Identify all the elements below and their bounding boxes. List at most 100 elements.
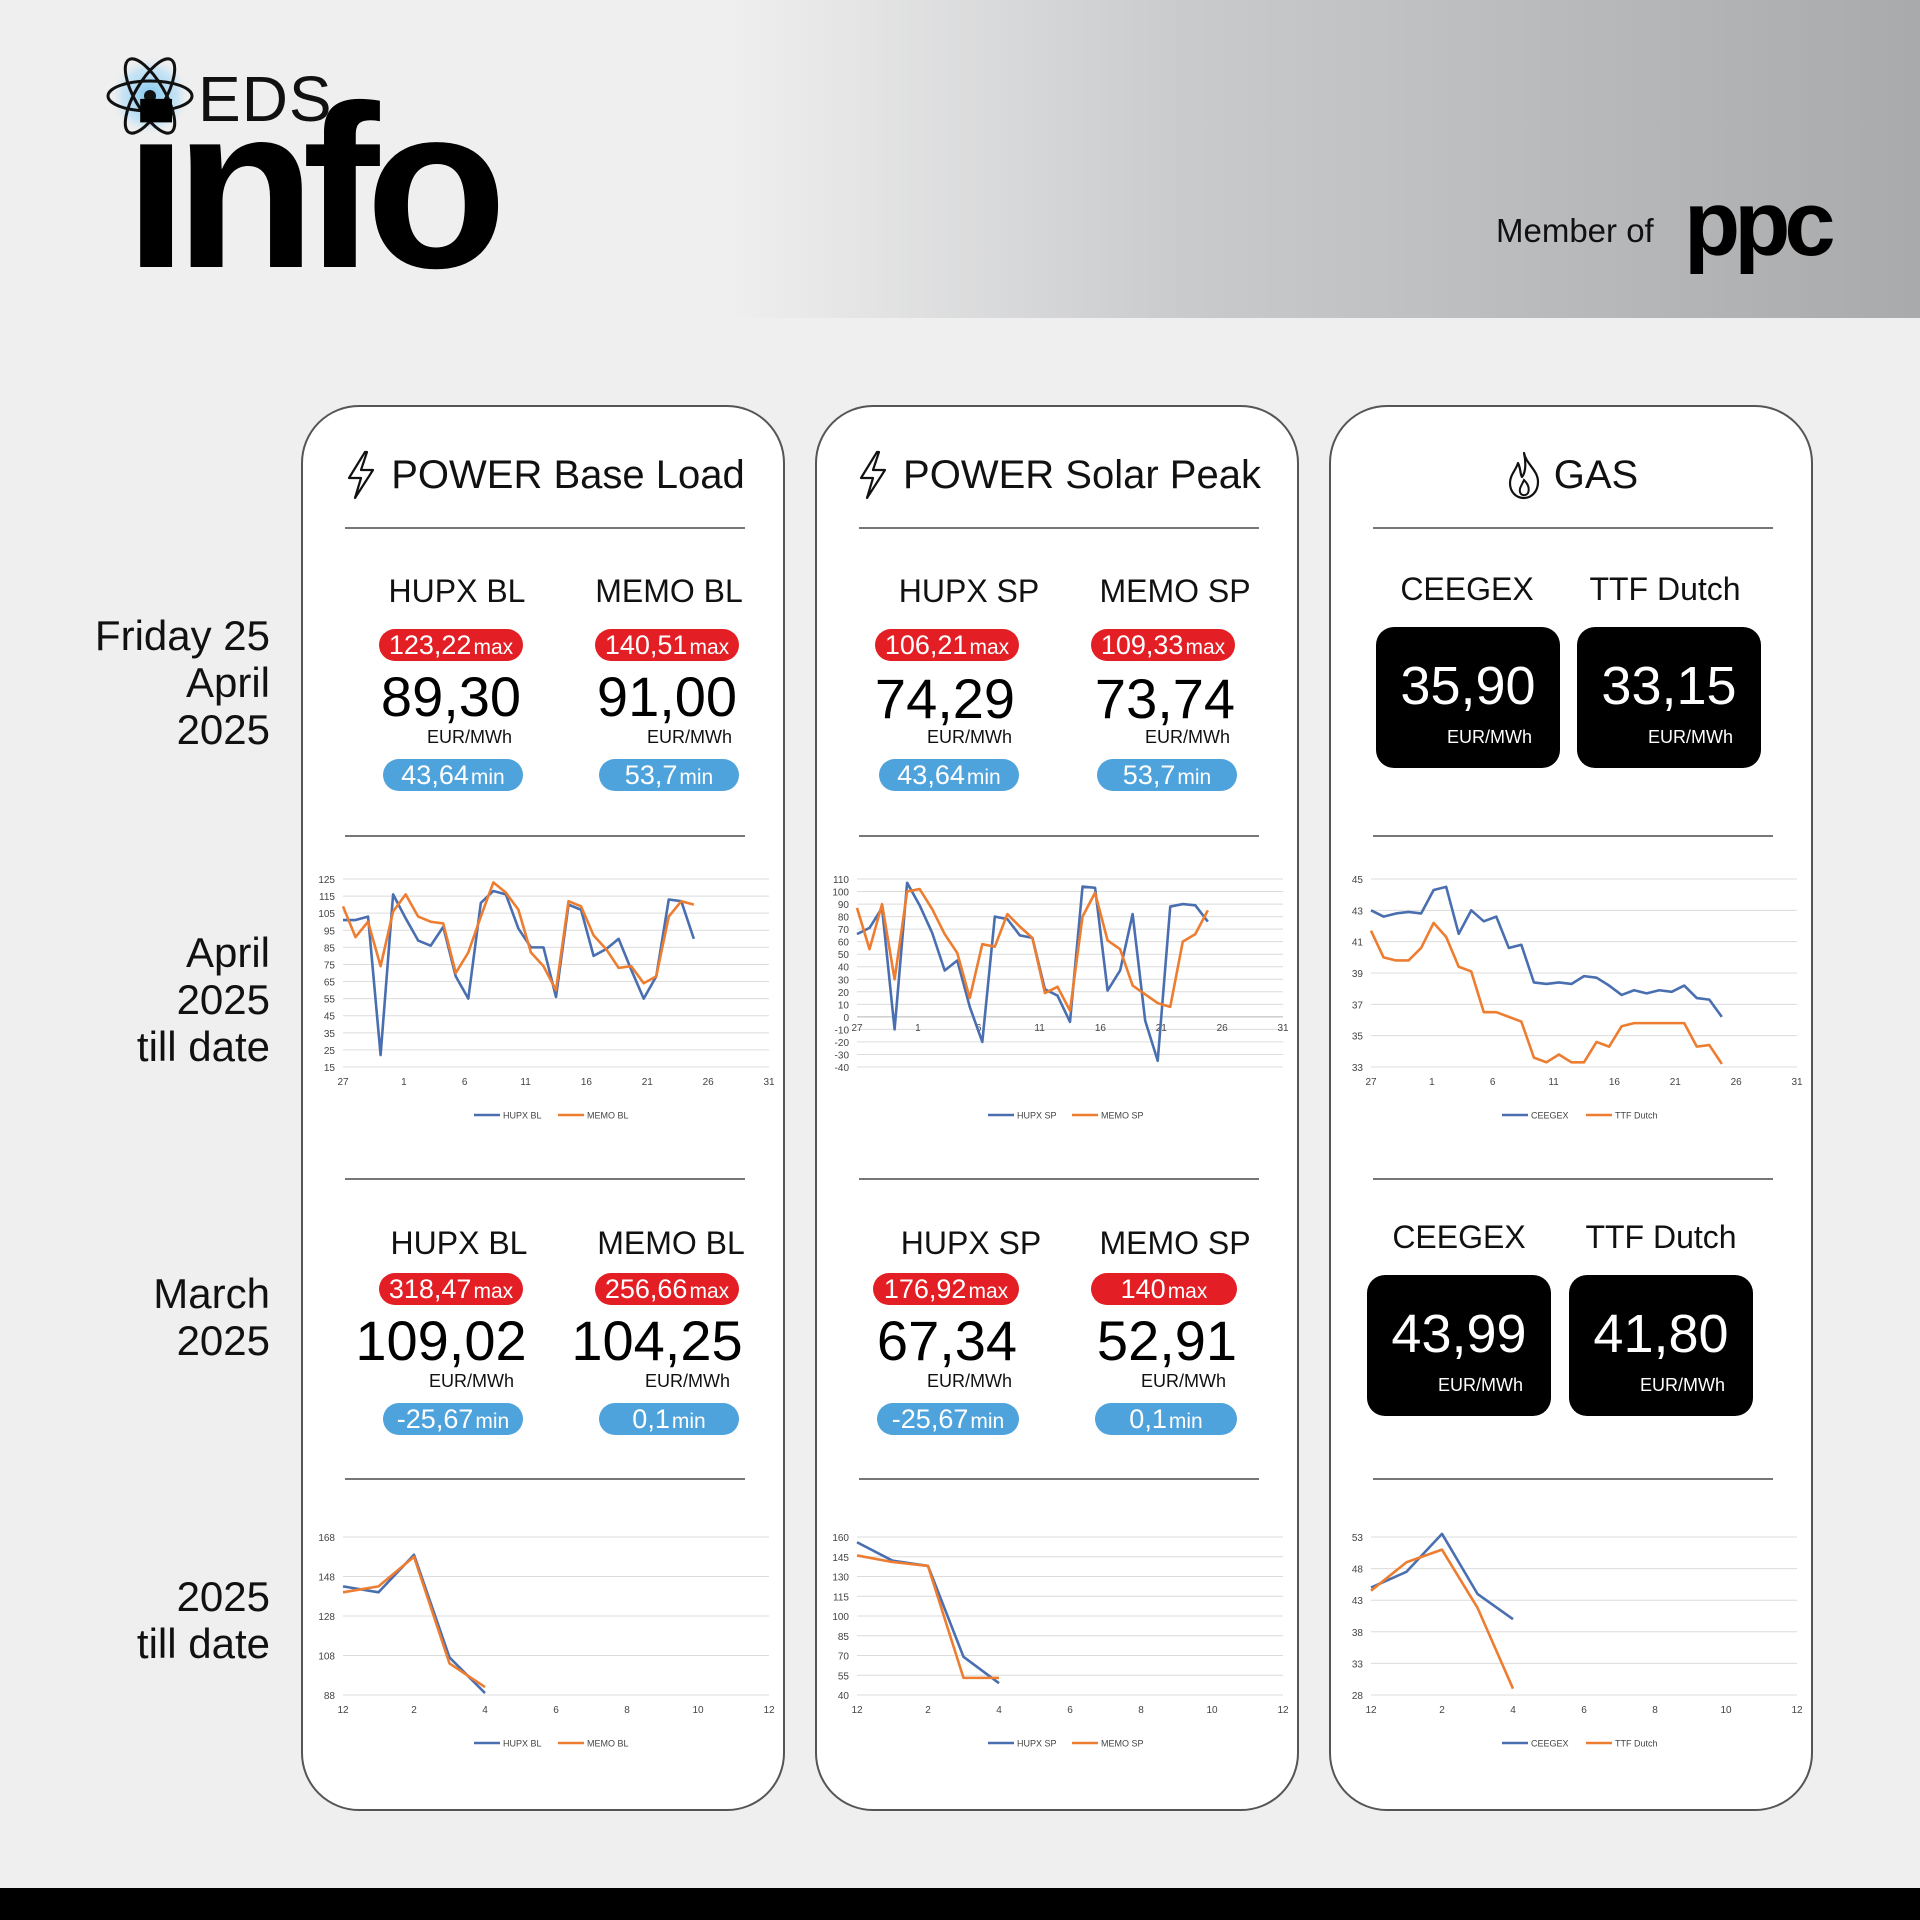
- hupx-sp-label: HUPX SP: [900, 1225, 1042, 1261]
- x-tick-label: 4: [996, 1705, 1002, 1716]
- row-label-line: 2025: [176, 976, 270, 1023]
- x-tick-label: 21: [1670, 1077, 1682, 1088]
- legend-label: TTF Dutch: [1615, 1739, 1658, 1749]
- legend-label: MEMO BL: [587, 1739, 629, 1749]
- min-badge: -25,67 min: [383, 1403, 523, 1435]
- x-tick-label: 6: [1490, 1077, 1496, 1088]
- x-tick-label: 1: [915, 1023, 921, 1034]
- memo-bl-label: MEMO BL: [597, 1225, 745, 1261]
- y-tick-label: 38: [1352, 1628, 1364, 1639]
- x-tick-label: 31: [763, 1077, 775, 1088]
- legend-label: TTF Dutch: [1615, 1111, 1658, 1121]
- atom-icon: [106, 56, 194, 136]
- x-tick-label: 16: [1609, 1077, 1621, 1088]
- x-tick-label: 6: [976, 1023, 982, 1034]
- legend-label: HUPX BL: [503, 1739, 542, 1749]
- divider: [859, 835, 1259, 837]
- min-badge: 0,1 min: [1095, 1403, 1237, 1435]
- memo-sp-label: MEMO SP: [1099, 1225, 1251, 1261]
- y-tick-label: 115: [319, 892, 335, 903]
- y-tick-label: 88: [324, 1691, 336, 1702]
- y-tick-label: 40: [838, 1691, 850, 1702]
- panel-solar-peak: POWER Solar Peak HUPX SP MEMO SP 106,21 m…: [815, 405, 1299, 1811]
- row-label-line: till date: [136, 1620, 270, 1667]
- y-tick-label: 70: [838, 925, 850, 936]
- x-tick-label: 12: [337, 1705, 349, 1716]
- panel-title: GAS: [1331, 445, 1811, 505]
- row-label-prev-month: March 2025: [153, 1270, 270, 1364]
- gas-price-box: 43,99 EUR/MWh: [1367, 1275, 1551, 1416]
- min-badge: 53,7 min: [599, 759, 739, 791]
- y-tick-label: 53: [1352, 1533, 1364, 1544]
- legend-label: HUPX SP: [1017, 1739, 1057, 1749]
- month-value: 67,34: [876, 1309, 1018, 1372]
- row-label-month-to-date: April 2025 till date: [137, 929, 270, 1070]
- y-tick-label: 90: [838, 900, 850, 911]
- day-value: 74,29: [874, 667, 1016, 730]
- gas-price-box: 35,90 EUR/MWh: [1376, 627, 1560, 768]
- row-label-line: 2025: [176, 706, 270, 753]
- ppc-logo: ppc: [1684, 173, 1836, 275]
- y-tick-label: 15: [324, 1063, 336, 1074]
- divider: [345, 835, 745, 837]
- y-tick-label: 105: [318, 909, 335, 920]
- y-tick-label: 37: [1352, 1000, 1364, 1011]
- legend-label: CEEGEX: [1531, 1739, 1569, 1749]
- header-banner: EDS info Member of ppc: [0, 0, 1920, 318]
- divider: [345, 1178, 745, 1180]
- x-tick-label: 6: [1067, 1705, 1073, 1716]
- y-tick-label: 115: [833, 1592, 849, 1603]
- x-tick-label: 16: [1095, 1023, 1107, 1034]
- y-tick-label: 85: [324, 943, 336, 954]
- panel-base-load: POWER Base Load HUPX BL MEMO BL 123,22 ma…: [301, 405, 785, 1811]
- y-tick-label: 145: [832, 1553, 849, 1564]
- x-tick-label: 12: [1791, 1705, 1803, 1716]
- x-tick-label: 12: [1365, 1705, 1377, 1716]
- y-tick-label: 35: [324, 1029, 336, 1040]
- gas-value: 41,80: [1593, 1304, 1729, 1364]
- series-line-1: [856, 1554, 999, 1680]
- ttf-dutch-label: TTF Dutch: [1589, 571, 1741, 607]
- x-tick-label: 6: [1581, 1705, 1587, 1716]
- month-value: 52,91: [1096, 1309, 1238, 1372]
- y-tick-label: 100: [832, 888, 849, 899]
- y-tick-label: -40: [835, 1063, 850, 1074]
- unit-label: EUR/MWh: [927, 727, 1012, 747]
- x-tick-label: 11: [520, 1077, 531, 1088]
- x-tick-label: 2: [925, 1705, 931, 1716]
- x-tick-label: 27: [851, 1023, 863, 1034]
- unit-label: EUR/MWh: [1447, 727, 1532, 747]
- y-tick-label: 80: [838, 913, 850, 924]
- y-tick-label: 48: [1352, 1565, 1364, 1576]
- min-badge: 0,1 min: [599, 1403, 739, 1435]
- divider: [345, 527, 745, 529]
- y-tick-label: 41: [1352, 938, 1364, 949]
- max-badge: 176,92 max: [873, 1273, 1019, 1305]
- gas-price-box: 33,15 EUR/MWh: [1577, 627, 1761, 768]
- min-badge: -25,67 min: [877, 1403, 1019, 1435]
- series-line-0: [1370, 1532, 1514, 1621]
- panel-title: POWER Solar Peak: [817, 445, 1297, 505]
- y-tick-label: 70: [838, 1652, 850, 1663]
- y-tick-label: 50: [838, 950, 850, 961]
- min-badge: 43,64 min: [383, 759, 523, 791]
- divider: [1373, 1478, 1773, 1480]
- day-value: 89,30: [380, 665, 522, 728]
- x-tick-label: 12: [1277, 1705, 1289, 1716]
- y-tick-label: 45: [1352, 875, 1364, 886]
- day-value: 73,74: [1094, 667, 1236, 730]
- series-line-0: [856, 881, 1209, 1063]
- y-tick-label: 10: [838, 1000, 850, 1011]
- y-tick-label: 60: [838, 938, 850, 949]
- y-tick-label: 30: [838, 975, 850, 986]
- x-tick-label: 10: [1720, 1705, 1732, 1716]
- max-badge: 140 max: [1091, 1273, 1237, 1305]
- x-tick-label: 26: [703, 1077, 715, 1088]
- y-tick-label: 25: [324, 1046, 336, 1057]
- legend-label: HUPX BL: [503, 1111, 542, 1121]
- hupx-bl-label: HUPX BL: [388, 573, 526, 609]
